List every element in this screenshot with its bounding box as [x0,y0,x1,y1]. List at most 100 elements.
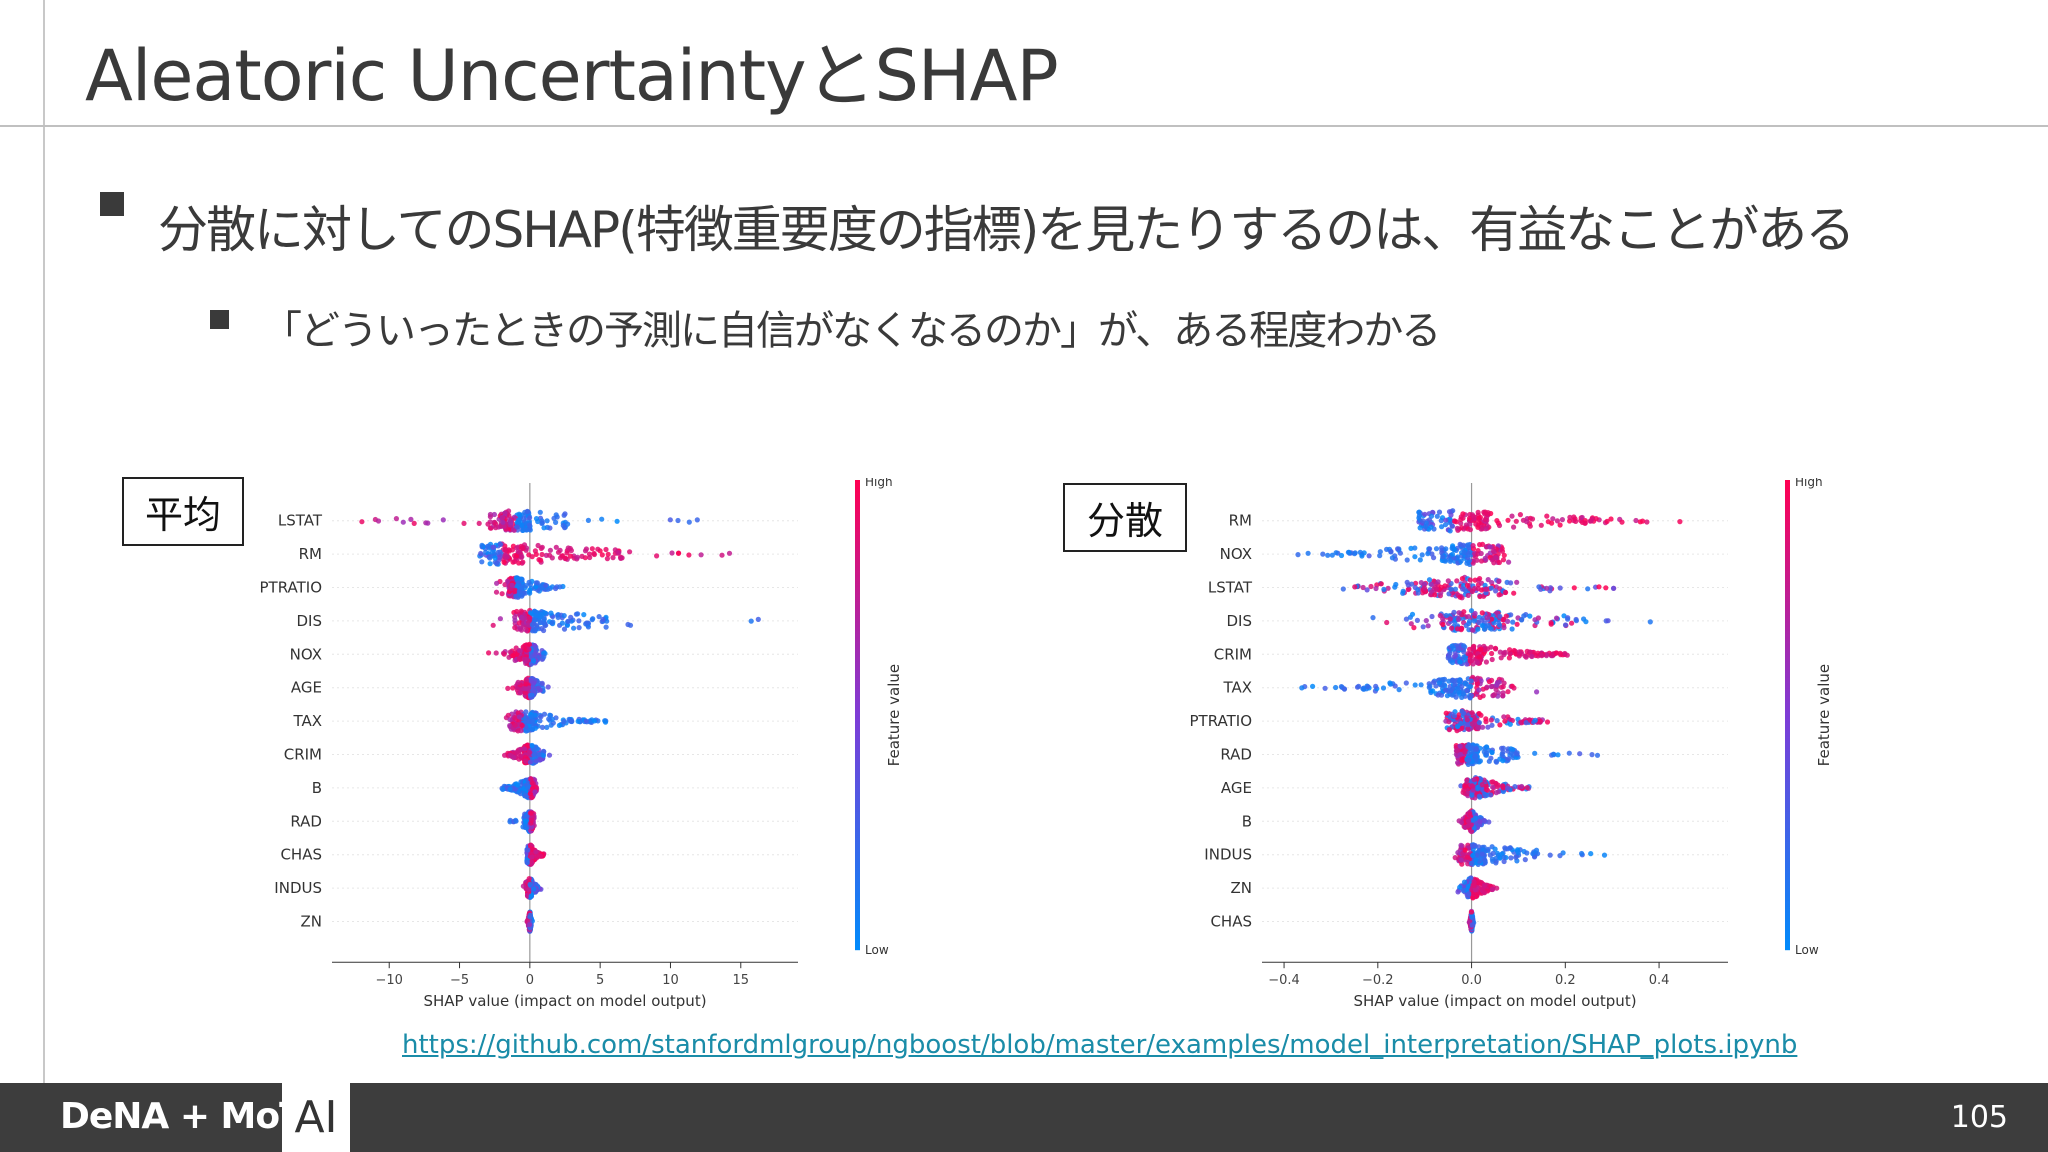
shap-point [1519,783,1525,790]
shap-point [694,517,700,523]
shap-point [561,613,567,619]
shap-point [618,555,624,561]
shap-point [1482,509,1488,515]
feature-label: RM [299,545,322,563]
shap-point [1465,883,1472,889]
feature-label: LSTAT [1208,579,1253,597]
shap-point [571,625,577,631]
shap-point [1496,559,1502,566]
shap-point [1475,725,1481,731]
shap-point [1573,618,1579,624]
shap-point [1545,519,1551,525]
shap-point [1468,683,1474,689]
shap-point [1475,585,1481,592]
shap-point [517,690,523,696]
shap-point [1571,514,1577,520]
source-link[interactable]: https://github.com/stanfordmlgroup/ngboo… [402,1030,1798,1060]
shap-point [1500,693,1506,699]
shap-point [1428,513,1435,519]
shap-point [531,886,537,892]
shap-point [1527,649,1533,655]
shap-point [529,726,536,732]
shap-point [1465,726,1471,732]
beeswarm-b [499,776,540,801]
shap-point [519,722,525,729]
shap-point [1509,717,1515,724]
shap-point [1500,783,1506,789]
x-tick-label: 0.0 [1461,973,1482,988]
shap-point [1579,850,1585,857]
shap-point [1333,550,1339,556]
shap-point [1461,643,1467,649]
shap-point [526,641,532,647]
shap-point [1434,513,1440,519]
beeswarm-nox [486,641,548,668]
shap-point [1429,551,1435,557]
beeswarm-chas [1466,908,1477,934]
shap-point [1564,652,1570,658]
feature-label: INDUS [1204,846,1252,864]
shap-point [1573,518,1579,524]
shap-point [1585,586,1591,592]
shap-point [1467,618,1473,624]
beeswarm-indus [1452,842,1608,867]
beeswarm-lstat [359,508,700,533]
shap-point [1396,687,1402,693]
shap-point [1510,619,1516,625]
shap-point [549,620,555,626]
shap-point [1501,652,1507,658]
shap-point [1515,850,1521,856]
x-tick-label: 0.4 [1649,973,1670,988]
shap-point [523,681,529,687]
beeswarm-crim [1445,642,1570,667]
shap-point [1365,684,1371,690]
shap-point [1514,579,1520,585]
shap-point [1497,722,1503,728]
shap-point [584,620,590,626]
shap-point [719,552,725,558]
shap-point [599,516,605,522]
shap-point [1460,789,1466,795]
shap-point [686,552,692,558]
shap-point [604,556,610,562]
shap-point [1484,646,1490,652]
dena-mot-logo: DeNA + MoT [60,1096,304,1137]
shap-point [1469,922,1475,928]
shap-point [487,561,493,567]
shap-point [1405,586,1411,593]
shap-point [522,690,528,696]
shap-point [1408,545,1414,551]
shap-point [1499,745,1505,751]
shap-point [494,580,500,586]
shap-point [1373,683,1379,689]
shap-point [1479,851,1485,857]
shap-point [686,519,692,525]
shap-point [1465,761,1471,767]
beeswarm-nox [1295,541,1512,567]
shap-point [1610,585,1617,591]
shap-point [1470,895,1476,901]
shap-point [527,515,533,521]
shap-point [560,553,566,559]
shap-point [528,692,534,698]
x-tick-label: 0.2 [1555,973,1576,988]
shap-point [536,752,542,758]
shap-point [1414,617,1420,623]
shap-point [1459,683,1465,689]
shap-point [1452,586,1458,592]
shap-point [1475,626,1481,632]
shap-point [513,594,519,600]
shap-point [503,554,509,560]
shap-point [1496,592,1502,598]
shap-point [1505,618,1511,624]
shap-point [1468,875,1474,882]
shap-point [1447,650,1453,656]
shap-point [500,786,506,792]
shap-point [1481,818,1487,824]
shap-point [1476,720,1482,726]
shap-point [535,518,541,525]
shap-point [589,617,595,623]
shap-point [1452,855,1458,861]
shap-point [1502,718,1508,724]
